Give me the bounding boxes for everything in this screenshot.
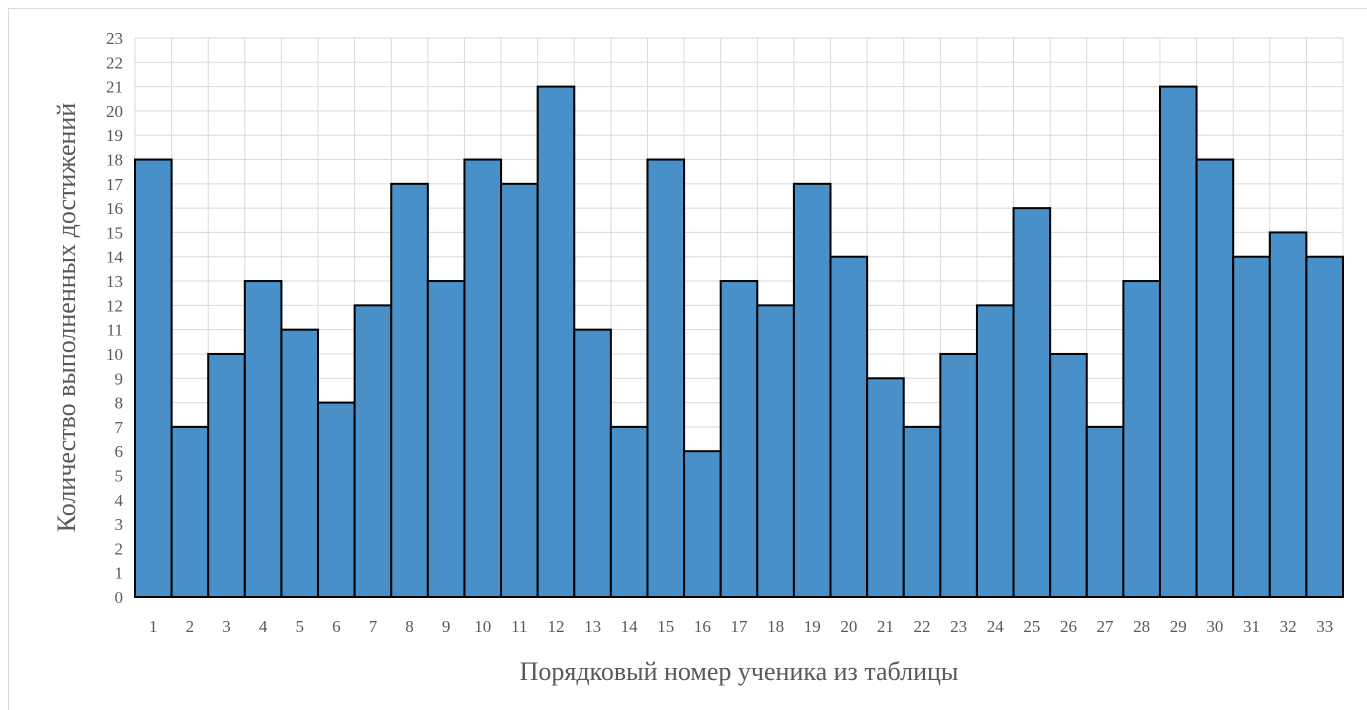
x-tick-label: 32 — [1280, 617, 1297, 636]
bar — [1085, 425, 1125, 598]
x-tick-label: 12 — [547, 617, 564, 636]
bar — [1158, 85, 1198, 598]
x-axis-ticks: 1 2 3 4 5 6 7 8 9 10 11 12 13 14 15 16 17 18 19 20 21 22 23 24 2… — [149, 617, 1333, 636]
bar — [426, 280, 466, 598]
bar — [317, 401, 356, 598]
x-tick-label: 27 — [1097, 617, 1115, 636]
x-tick-label: 22 — [914, 617, 931, 636]
y-tick-label: 12 — [106, 296, 123, 315]
y-tick-label: 4 — [115, 491, 124, 510]
x-tick-label: 23 — [950, 617, 967, 636]
bar — [134, 158, 173, 599]
x-tick-label: 14 — [621, 617, 639, 636]
x-tick-label: 11 — [511, 617, 527, 636]
x-tick-label: 21 — [877, 617, 894, 636]
y-tick-label: 10 — [106, 345, 123, 364]
y-tick-label: 17 — [106, 175, 124, 194]
y-tick-label: 21 — [106, 78, 123, 97]
x-tick-label: 5 — [295, 617, 304, 636]
bar — [756, 304, 795, 598]
bar — [207, 352, 246, 598]
y-tick-label: 0 — [115, 588, 124, 607]
bar — [280, 328, 320, 598]
x-tick-label: 4 — [259, 617, 268, 636]
x-tick-label: 7 — [369, 617, 378, 636]
x-tick-label: 33 — [1316, 617, 1333, 636]
y-tick-label: 15 — [106, 223, 123, 242]
bar — [1232, 255, 1271, 598]
x-tick-label: 1 — [149, 617, 158, 636]
bar — [463, 158, 503, 599]
y-tick-label: 22 — [106, 53, 123, 72]
y-tick-label: 14 — [106, 248, 124, 267]
bars — [134, 85, 1344, 599]
y-tick-label: 20 — [106, 102, 123, 121]
x-tick-label: 30 — [1206, 617, 1223, 636]
y-tick-label: 11 — [107, 321, 123, 340]
x-tick-label: 31 — [1243, 617, 1260, 636]
x-tick-label: 16 — [694, 617, 711, 636]
x-tick-label: 9 — [442, 617, 451, 636]
x-tick-label: 20 — [840, 617, 857, 636]
x-tick-label: 25 — [1023, 617, 1040, 636]
y-tick-label: 9 — [115, 369, 124, 388]
bar — [243, 280, 283, 598]
y-tick-label: 1 — [115, 564, 124, 583]
bar — [719, 280, 759, 598]
x-axis-title: Порядковый номер ученика из таблицы — [520, 657, 959, 686]
bar — [1268, 231, 1308, 598]
y-axis-title: Количество выполненных достижений — [52, 103, 81, 533]
x-tick-label: 15 — [657, 617, 674, 636]
bar — [1195, 158, 1235, 599]
y-tick-label: 6 — [115, 442, 124, 461]
x-tick-label: 24 — [987, 617, 1005, 636]
y-tick-label: 18 — [106, 151, 123, 170]
bar — [866, 377, 905, 598]
y-tick-label: 8 — [115, 394, 124, 413]
bar — [390, 182, 429, 598]
bar — [902, 425, 942, 598]
bar — [1049, 352, 1088, 598]
y-tick-label: 2 — [115, 539, 124, 558]
bar — [1305, 255, 1344, 598]
y-tick-label: 3 — [115, 515, 124, 534]
bar — [1122, 280, 1161, 598]
bar — [573, 328, 612, 598]
bar — [353, 304, 393, 598]
x-tick-label: 26 — [1060, 617, 1077, 636]
x-tick-label: 18 — [767, 617, 784, 636]
x-tick-label: 29 — [1170, 617, 1187, 636]
bar — [536, 85, 576, 598]
bar — [1012, 207, 1052, 598]
x-tick-label: 6 — [332, 617, 341, 636]
bar — [500, 182, 539, 598]
y-tick-label: 7 — [115, 418, 124, 437]
x-tick-label: 8 — [405, 617, 414, 636]
x-tick-label: 10 — [474, 617, 491, 636]
y-tick-label: 19 — [106, 126, 123, 145]
x-tick-label: 2 — [186, 617, 195, 636]
x-tick-label: 19 — [804, 617, 821, 636]
bar — [939, 352, 978, 598]
y-tick-label: 5 — [115, 466, 124, 485]
y-tick-label: 23 — [106, 29, 123, 48]
bar — [683, 450, 722, 598]
x-tick-label: 3 — [222, 617, 231, 636]
x-tick-label: 28 — [1133, 617, 1150, 636]
bar — [646, 158, 686, 599]
bar — [609, 425, 649, 598]
x-tick-label: 13 — [584, 617, 601, 636]
bar — [975, 304, 1015, 598]
y-tick-label: 13 — [106, 272, 123, 291]
bar — [829, 255, 869, 598]
bar — [170, 425, 210, 598]
bar — [792, 182, 832, 598]
x-tick-label: 17 — [731, 617, 749, 636]
y-tick-label: 16 — [106, 199, 123, 218]
